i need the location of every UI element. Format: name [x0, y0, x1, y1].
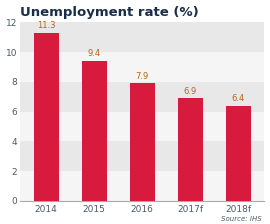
Bar: [20, 82, 264, 112]
Text: 11.3: 11.3: [37, 21, 55, 30]
Bar: [20, 22, 264, 52]
Bar: [20, 171, 264, 201]
Text: 7.9: 7.9: [136, 72, 149, 81]
Bar: [130, 83, 155, 201]
Text: 6.9: 6.9: [184, 87, 197, 96]
Bar: [226, 106, 251, 201]
Text: 6.4: 6.4: [231, 94, 245, 103]
Bar: [20, 112, 264, 141]
Bar: [20, 141, 264, 171]
Bar: [178, 98, 202, 201]
Text: Unemployment rate (%): Unemployment rate (%): [20, 6, 198, 19]
Bar: [34, 33, 59, 201]
Bar: [20, 52, 264, 82]
Bar: [82, 61, 107, 201]
Text: 9.4: 9.4: [87, 50, 101, 58]
Text: Source: IHS: Source: IHS: [221, 216, 262, 222]
